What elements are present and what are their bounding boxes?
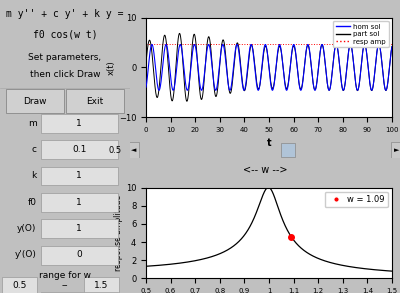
Text: 0.1: 0.1 [72, 145, 86, 154]
Legend: w = 1.09: w = 1.09 [324, 192, 388, 207]
Text: Set parameters,: Set parameters, [28, 53, 102, 62]
FancyBboxPatch shape [127, 142, 140, 159]
Text: ◄: ◄ [131, 147, 136, 153]
Text: c: c [32, 145, 36, 154]
Text: m: m [28, 119, 36, 127]
FancyBboxPatch shape [41, 246, 118, 265]
X-axis label: t: t [267, 139, 271, 149]
FancyBboxPatch shape [66, 89, 124, 113]
Text: 1: 1 [76, 224, 82, 233]
Text: --: -- [62, 281, 68, 290]
FancyBboxPatch shape [281, 143, 295, 158]
Text: 0: 0 [76, 251, 82, 259]
Text: f0: f0 [28, 198, 36, 207]
Text: range for w: range for w [39, 271, 91, 280]
Text: 1: 1 [76, 171, 82, 180]
FancyBboxPatch shape [2, 277, 37, 293]
Text: 1: 1 [76, 119, 82, 127]
Legend: hom sol, part sol, resp amp: hom sol, part sol, resp amp [333, 21, 388, 47]
FancyBboxPatch shape [41, 193, 118, 212]
Text: k: k [31, 171, 36, 180]
FancyBboxPatch shape [41, 140, 118, 159]
Text: <-- w -->: <-- w --> [243, 165, 287, 175]
Text: ►: ► [394, 147, 400, 153]
FancyBboxPatch shape [6, 89, 64, 113]
Text: then click Draw: then click Draw [30, 70, 100, 79]
Text: m y'' + c y' + k y =: m y'' + c y' + k y = [6, 9, 124, 19]
Text: 1: 1 [76, 198, 82, 207]
Text: y(O): y(O) [17, 224, 36, 233]
Text: f0 cos(w t): f0 cos(w t) [33, 29, 97, 39]
FancyBboxPatch shape [84, 277, 119, 293]
FancyBboxPatch shape [390, 142, 400, 159]
Y-axis label: x(t): x(t) [107, 60, 116, 75]
FancyBboxPatch shape [41, 167, 118, 185]
FancyBboxPatch shape [41, 114, 118, 133]
FancyBboxPatch shape [41, 219, 118, 238]
Text: y'(O): y'(O) [14, 251, 36, 259]
Text: Draw: Draw [23, 97, 47, 105]
Text: Exit: Exit [86, 97, 104, 105]
Text: 0.5: 0.5 [12, 281, 27, 290]
Y-axis label: response amplitude: response amplitude [114, 195, 123, 271]
FancyBboxPatch shape [41, 292, 118, 293]
Text: 1.5: 1.5 [94, 281, 108, 290]
Text: 0.5: 0.5 [109, 146, 122, 155]
